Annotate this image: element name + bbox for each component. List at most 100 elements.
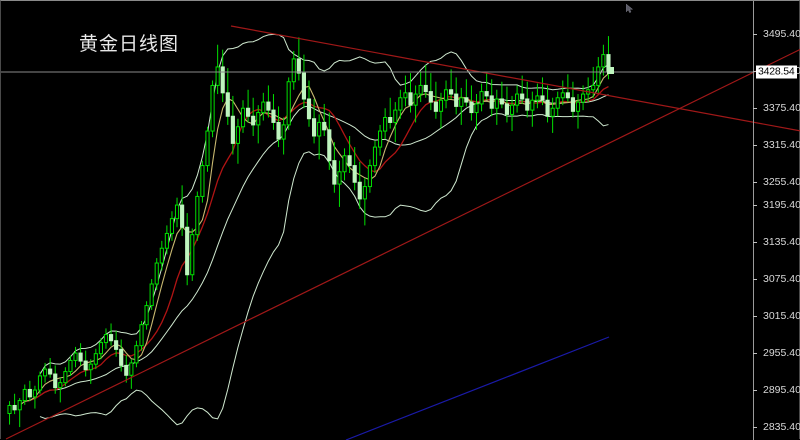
candle-body (235, 126, 241, 144)
candle-body (469, 101, 474, 114)
candle-body (195, 195, 200, 236)
candle-body (565, 92, 570, 99)
price-axis-tick (753, 242, 757, 243)
candle-body (459, 97, 464, 107)
candle-body (535, 95, 540, 101)
candle-body (27, 388, 32, 398)
candle-body (601, 54, 606, 68)
indicator-line (39, 33, 609, 375)
candle-body (114, 340, 119, 350)
candle-body (403, 92, 408, 99)
candle-body (423, 84, 428, 93)
candle-body (230, 115, 235, 144)
candle-body (332, 160, 337, 185)
candle-body (78, 352, 83, 362)
price-axis-label: 3075.40 (763, 273, 800, 285)
price-axis-label: 3135.40 (763, 236, 800, 248)
price-axis-label: 3495.40 (763, 28, 800, 40)
candle-body (591, 84, 596, 91)
candle-body (98, 342, 103, 355)
candle-body (281, 124, 286, 140)
candle-body (68, 359, 73, 373)
price-axis-label: 2955.40 (763, 347, 800, 359)
last-price-tag: 3428.54 (756, 65, 797, 79)
candle-body (266, 101, 271, 111)
candle-body (570, 97, 576, 112)
candle-body (545, 99, 550, 117)
candle-body (301, 72, 307, 100)
candle-body (581, 93, 586, 103)
candle-body (509, 104, 515, 115)
candle-body (180, 204, 185, 228)
candle-body (322, 121, 327, 131)
price-axis-tick (753, 390, 757, 391)
candle-body (499, 98, 504, 105)
candle-body (372, 146, 378, 167)
candle-body (210, 84, 215, 132)
indicator-line (24, 86, 609, 402)
candle-body (550, 107, 555, 117)
price-axis-line (753, 1, 754, 440)
candle-body (17, 400, 22, 411)
candle-body (286, 81, 291, 126)
candle-body (134, 345, 139, 364)
price-axis-label: 3255.40 (763, 176, 800, 188)
candle-body (174, 204, 180, 220)
candle-body (291, 58, 296, 83)
trendline[interactable] (230, 25, 800, 132)
candle-body (525, 98, 530, 111)
candle-body (504, 103, 510, 115)
candle-body (306, 98, 312, 120)
candle-body (515, 93, 520, 106)
trendline[interactable] (345, 336, 610, 440)
candle-body (149, 283, 154, 307)
candle-body (108, 334, 114, 342)
candle-body (83, 360, 88, 371)
price-axis-tick (753, 316, 757, 317)
candle-body (144, 305, 149, 326)
candle-body (337, 171, 342, 185)
candle-body (154, 262, 159, 285)
candle-body (159, 247, 164, 264)
candle-body (438, 99, 444, 112)
candle-body (139, 324, 144, 347)
price-axis-tick (753, 145, 757, 146)
candle-body (53, 373, 58, 389)
candle-body (32, 389, 37, 398)
candle-body (251, 115, 256, 126)
candle-body (103, 334, 109, 344)
price-axis-tick (753, 353, 757, 354)
candle-body (540, 95, 545, 101)
candle-body (575, 101, 581, 112)
price-axis-tick (753, 427, 757, 428)
candle-body (88, 363, 93, 371)
candle-body (393, 109, 398, 123)
candle-body (352, 165, 357, 183)
candle-body (73, 352, 78, 361)
candle-body (367, 165, 372, 188)
candle-body (246, 107, 251, 117)
price-axis-label: 3195.40 (763, 199, 800, 211)
price-axis-tick (753, 34, 757, 35)
candle-body (205, 130, 210, 167)
trendline[interactable] (5, 48, 800, 440)
candlestick-series (7, 36, 611, 428)
candle-body (12, 404, 17, 411)
candle-body (164, 232, 169, 249)
candle-body (63, 371, 68, 384)
candle-body (362, 186, 367, 200)
candle-body (7, 404, 12, 415)
candle-body (408, 92, 413, 106)
price-axis-label: 2835.40 (763, 421, 800, 433)
candle-body (169, 218, 175, 234)
indicator-line (39, 94, 609, 396)
candle-body (398, 97, 403, 111)
candle-body (377, 130, 383, 148)
candle-body (520, 93, 525, 100)
candle-body (271, 109, 276, 123)
trendlines-group (5, 25, 800, 440)
candle-body (200, 165, 205, 197)
price-axis-label: 3375.40 (763, 102, 800, 114)
